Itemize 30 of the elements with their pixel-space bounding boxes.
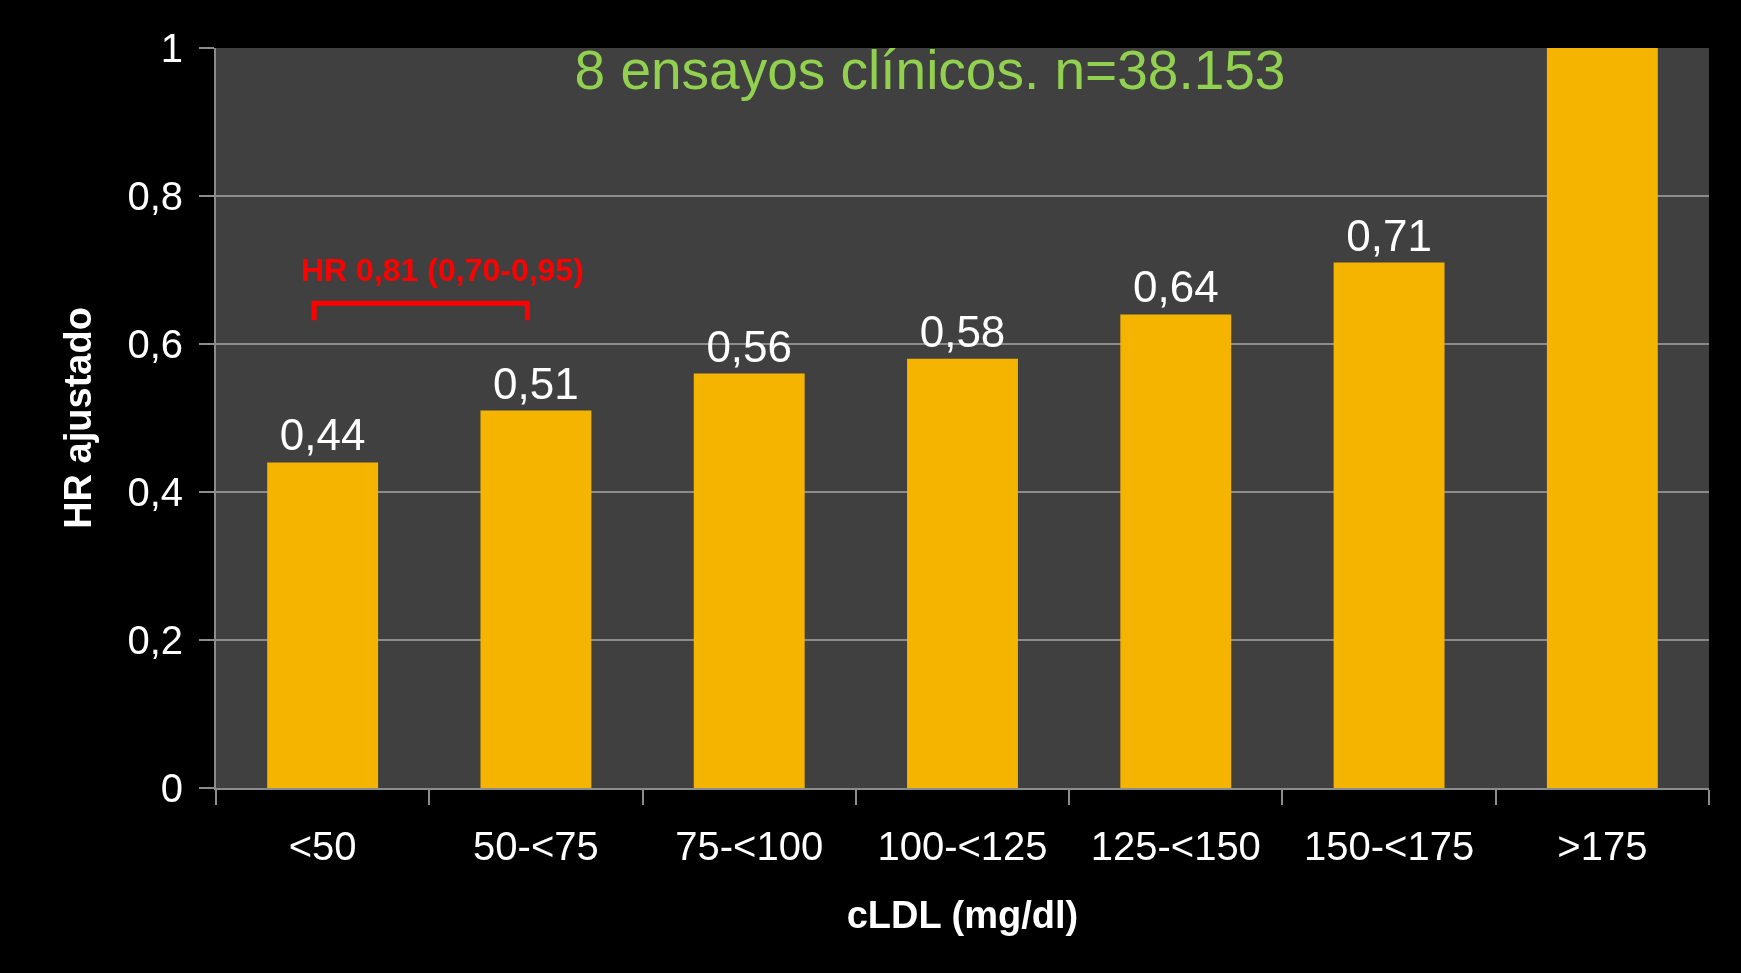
x-tick-label: 125-<150 [1090,824,1261,868]
data-label: 0,51 [493,358,579,408]
chart-title: 8 ensayos clínicos. n=38.153 [574,39,1286,102]
x-tick-label: <50 [288,824,357,868]
y-tick-label: 0,2 [127,618,183,662]
bar [1333,262,1445,788]
bar [1120,314,1232,788]
bar [1546,48,1658,788]
bar [907,358,1018,788]
x-tick-label: 75-<100 [675,824,824,868]
data-label: 0,56 [706,321,793,371]
annotation: HR 0,81 (0,70-0,95) [301,252,584,288]
data-label: 0,71 [1346,210,1432,260]
x-tick-label: 50-<75 [473,824,599,868]
bar [267,462,379,788]
y-tick-label: 1 [160,26,183,70]
y-tick-label: 0,8 [127,174,183,218]
y-tick-label: 0,4 [127,470,183,514]
bar [480,410,592,788]
bar [693,373,805,788]
x-tick-label: 100-<125 [877,824,1048,868]
x-tick-label: 150-<175 [1303,824,1475,868]
y-tick-label: 0,6 [127,322,183,366]
data-label: 0,64 [1132,262,1219,312]
x-tick-label: >175 [1557,824,1648,868]
x-axis-title: cLDL (mg/dl) [846,893,1079,936]
data-label: 0,44 [279,410,366,460]
y-axis-title: HR ajustado [57,307,100,529]
data-label: 0,58 [919,306,1006,356]
y-tick-label: 0 [160,766,183,810]
